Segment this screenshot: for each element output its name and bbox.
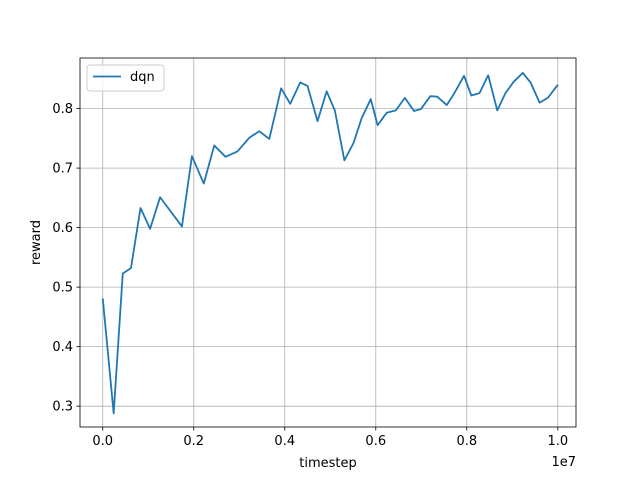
x-tick-label: 0.6: [365, 434, 386, 449]
y-tick-label: 0.8: [52, 102, 73, 117]
y-tick-label: 0.7: [52, 162, 73, 177]
y-tick-label: 0.6: [52, 221, 73, 236]
legend-label-dqn: dqn: [130, 70, 155, 85]
y-tick-label: 0.3: [52, 400, 73, 415]
x-tick-label: 0.0: [92, 434, 113, 449]
x-tick-label: 0.2: [183, 434, 204, 449]
legend: dqn: [86, 64, 165, 92]
x-axis-label: timestep: [299, 456, 357, 471]
y-tick-label: 0.5: [52, 281, 73, 296]
legend-box: [86, 64, 165, 92]
grid-lines: [80, 58, 576, 427]
y-tick-label: 0.4: [52, 340, 73, 355]
series-line-dqn: [101, 71, 559, 415]
y-axis-label: reward: [29, 220, 44, 265]
series-layer: [101, 71, 559, 415]
x-tick-label: 0.8: [456, 434, 477, 449]
axes-frame: [79, 57, 577, 428]
x-tick-label: 1.0: [547, 434, 568, 449]
x-tick-label: 0.4: [274, 434, 295, 449]
x-axis-offset-label: 1e7: [551, 455, 576, 470]
tick-layer: 0.0 0.2 0.4 0.6 0.8 1.0 0.3 0.4 0.5 0.6 0.7 0.8: [52, 102, 568, 449]
